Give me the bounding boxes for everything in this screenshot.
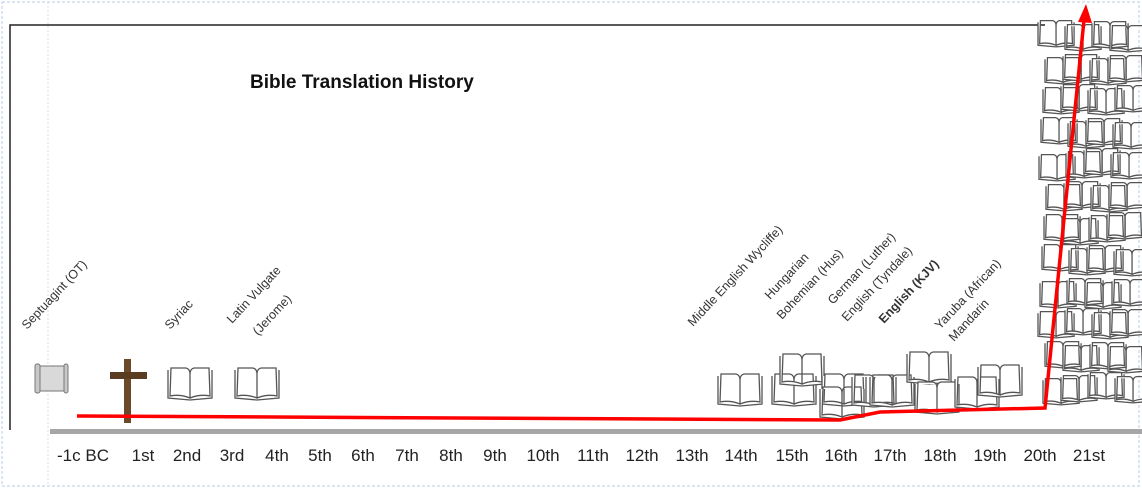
axis-label: 5th [308, 446, 332, 465]
trend-arrowhead [1078, 4, 1092, 23]
axis-label: 4th [265, 446, 289, 465]
axis-label: 7th [395, 446, 419, 465]
inner-frame [9, 24, 1045, 430]
axis-label: 19th [973, 446, 1006, 465]
axis-label: 2nd [173, 446, 201, 465]
open-book-icon [1109, 308, 1142, 337]
open-book-icon [1038, 153, 1076, 182]
open-book-icon [1106, 211, 1142, 240]
axis-label: -1c BC [57, 446, 109, 465]
open-book-icon [771, 373, 817, 407]
axis-label: 3rd [220, 446, 245, 465]
open-book-icon [1083, 147, 1121, 176]
diagram-title: Bible Translation History [250, 72, 474, 93]
open-book-icon [1085, 117, 1123, 146]
translation-label: Syriac [162, 297, 196, 332]
timeline-axis [50, 429, 1142, 434]
axis-label: 9th [483, 446, 507, 465]
open-book-icon [906, 351, 952, 385]
open-book-icon [167, 367, 213, 401]
open-book-icon [1109, 24, 1142, 53]
open-book-icon [1062, 344, 1100, 373]
translation-label: Septuagint (OT) [19, 257, 90, 332]
open-book-icon [1064, 307, 1102, 336]
open-book-icon [1114, 375, 1142, 404]
axis-label: 18th [923, 446, 956, 465]
open-book-icon [1086, 244, 1124, 273]
open-book-icon [821, 373, 867, 407]
open-book-icon [1112, 121, 1142, 150]
open-book-icon [1087, 371, 1125, 400]
open-book-icon [977, 364, 1023, 398]
axis-label: 6th [351, 446, 375, 465]
axis-label: 1st [132, 446, 155, 465]
cross-icon [110, 359, 147, 423]
open-book-icon [1060, 374, 1098, 403]
open-book-icon [1113, 248, 1142, 277]
scroll-icon [34, 363, 69, 394]
axis-label: 15th [775, 446, 808, 465]
open-book-icon [234, 367, 280, 401]
open-book-icon [1037, 310, 1075, 339]
open-book-icon [1063, 180, 1101, 209]
axis-label: 13th [675, 446, 708, 465]
trend-line [76, 19, 1086, 422]
open-book-icon [869, 374, 915, 408]
open-book-icon [779, 353, 825, 387]
open-book-icon [1037, 19, 1075, 48]
axis-label: 21st [1073, 446, 1105, 465]
open-book-icon [1114, 84, 1142, 113]
axis-label: 17th [873, 446, 906, 465]
open-book-icon [1108, 181, 1142, 210]
axis-label: 12th [625, 446, 658, 465]
open-book-icon [1087, 87, 1125, 116]
axis-label: 10th [526, 446, 559, 465]
open-book-icon [717, 373, 763, 407]
axis-label: 14th [724, 446, 757, 465]
axis-label: 11th [577, 446, 609, 465]
translation-label: Middle English Wycliffe) [685, 223, 785, 329]
open-book-icon [1110, 151, 1142, 180]
axis-label: 8th [439, 446, 463, 465]
open-book-icon [1111, 278, 1142, 307]
open-book-icon [1084, 281, 1122, 310]
axis-label: 20th [1023, 446, 1056, 465]
axis-label: 16th [824, 446, 857, 465]
